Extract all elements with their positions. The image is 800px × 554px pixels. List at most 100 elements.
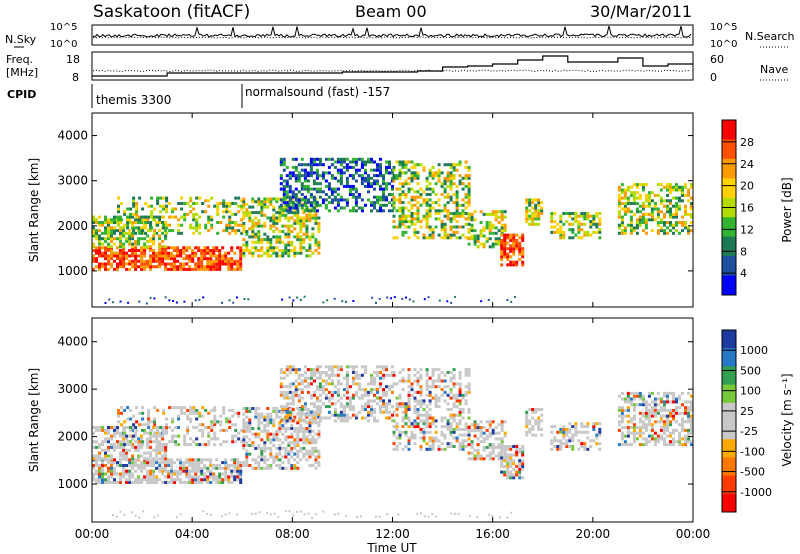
heatmap-cell [468, 514, 471, 517]
heatmap-cell [348, 365, 352, 369]
heatmap-cell [455, 203, 459, 207]
heatmap-cell [177, 229, 181, 233]
heatmap-cell [476, 237, 480, 241]
power-colorbar-tick-label: 28 [740, 136, 754, 149]
heatmap-cell [117, 218, 120, 222]
heatmap-cell [379, 168, 382, 172]
heatmap-cell [321, 201, 325, 205]
heatmap-cell [503, 454, 507, 458]
freq-label-line2: [MHz] [6, 66, 38, 79]
heatmap-cell [500, 239, 504, 242]
heatmap-cell [189, 199, 193, 203]
heatmap-cell [242, 202, 246, 206]
heatmap-cell [422, 402, 426, 406]
heatmap-cell [431, 382, 435, 386]
heatmap-cell [687, 229, 690, 233]
heatmap-cell [98, 426, 101, 429]
heatmap-cell [525, 430, 529, 434]
heatmap-cell [407, 416, 411, 420]
heatmap-cell [476, 423, 480, 427]
heatmap-cell [407, 447, 411, 451]
heatmap-cell [179, 472, 183, 476]
heatmap-cell [488, 221, 492, 224]
heatmap-cell [213, 431, 217, 435]
heatmap-cell [125, 237, 129, 241]
heatmap-cell [107, 437, 110, 441]
heatmap-cell [179, 464, 183, 467]
heatmap-cell [629, 193, 633, 197]
heatmap-cell [598, 230, 602, 234]
heatmap-cell [300, 206, 304, 210]
heatmap-cell [644, 212, 648, 216]
heatmap-cell [512, 467, 516, 471]
heatmap-cell [269, 254, 273, 258]
heatmap-cell [359, 515, 362, 518]
heatmap-cell [428, 402, 432, 406]
heatmap-cell [122, 262, 126, 266]
heatmap-cell [449, 212, 453, 215]
heatmap-cell [134, 431, 138, 435]
heatmap-cell [632, 193, 636, 197]
heatmap-cell [287, 251, 291, 255]
heatmap-cell [152, 478, 156, 482]
heatmap-cell [287, 254, 291, 258]
heatmap-cell [620, 215, 624, 219]
heatmap-cell [128, 231, 132, 235]
heatmap-cell [656, 223, 660, 227]
heatmap-cell [278, 464, 282, 467]
heatmap-cell [339, 365, 343, 369]
heatmap-cell [92, 445, 95, 449]
heatmap-cell [239, 246, 243, 250]
heatmap-cell [419, 220, 423, 224]
heatmap-cell [342, 393, 346, 397]
heatmap-cell [161, 472, 165, 476]
heatmap-cell [299, 412, 303, 416]
heatmap-cell [431, 439, 435, 443]
heatmap-cell [107, 426, 110, 429]
heatmap-cell [312, 416, 316, 420]
heatmap-cell [425, 209, 429, 213]
heatmap-cell [282, 187, 286, 191]
heatmap-cell [379, 405, 382, 409]
heatmap-cell [327, 165, 331, 169]
heatmap-cell [404, 163, 408, 167]
heatmap-cell [134, 257, 138, 261]
heatmap-cell [623, 434, 627, 438]
heatmap-cell [589, 222, 593, 226]
heatmap-cell [407, 201, 411, 205]
heatmap-cell [294, 187, 298, 191]
heatmap-cell [312, 171, 316, 175]
heatmap-cell [443, 203, 447, 207]
heatmap-cell [470, 234, 474, 238]
heatmap-cell [370, 176, 373, 180]
heatmap-cell [632, 431, 636, 435]
heatmap-cell [288, 296, 291, 299]
heatmap-cell [92, 234, 95, 238]
heatmap-cell [254, 246, 258, 250]
heatmap-cell [275, 221, 279, 225]
heatmap-cell [467, 426, 471, 429]
heatmap-cell [296, 221, 300, 225]
heatmap-cell [305, 219, 309, 223]
heatmap-cell [656, 391, 660, 395]
heatmap-cell [297, 198, 301, 202]
heatmap-cell [300, 187, 304, 191]
heatmap-cell [595, 442, 599, 446]
heatmap-cell [518, 473, 522, 477]
heatmap-cell [306, 201, 310, 205]
heatmap-cell [348, 416, 352, 420]
heatmap-cell [113, 472, 116, 476]
heatmap-cell [260, 446, 264, 450]
heatmap-cell [687, 199, 690, 203]
heatmap-cell [407, 160, 411, 164]
heatmap-cell [669, 185, 672, 189]
heatmap-cell [663, 408, 666, 412]
heatmap-cell [288, 402, 292, 406]
heatmap-cell [562, 430, 566, 434]
heatmap-cell [391, 193, 394, 196]
heatmap-cell [200, 251, 204, 255]
heatmap-cell [360, 179, 364, 183]
heatmap-cell [317, 227, 321, 231]
heatmap-cell [302, 211, 306, 215]
heatmap-cell [428, 436, 432, 440]
